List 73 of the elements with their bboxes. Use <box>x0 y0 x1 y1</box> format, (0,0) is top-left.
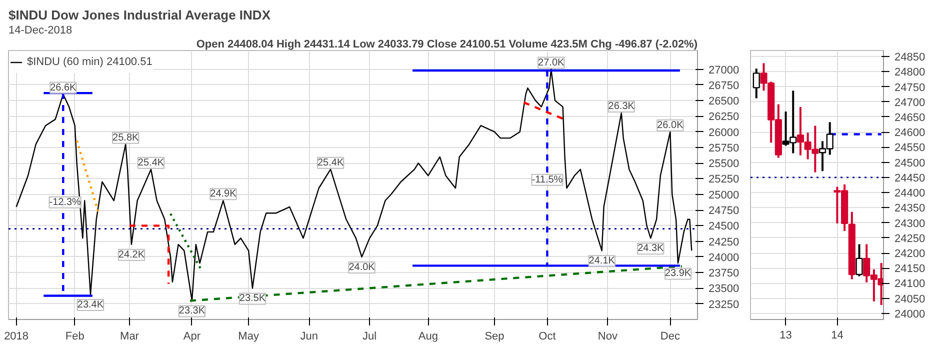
y-tick-label: 24150 <box>894 263 926 276</box>
x-tick-label: 13 <box>780 330 792 342</box>
annotation: 27.0K <box>538 57 565 68</box>
chart-subtitle: 14-Dec-2018 <box>8 24 72 36</box>
y-tick-label: 24050 <box>894 293 926 306</box>
y-tick-label: 24100 <box>894 278 926 290</box>
annotation: 24.9K <box>210 188 237 200</box>
y-tick-label: 26000 <box>708 126 740 139</box>
line-series <box>16 68 692 302</box>
y-tick-label: 25250 <box>708 174 740 186</box>
annotation: 25.8K <box>112 132 140 144</box>
annotation: 25.4K <box>317 157 344 168</box>
x-tick-label: 2018 <box>4 330 29 342</box>
y-tick-label: 27000 <box>708 64 740 76</box>
x-tick-label: Jun <box>300 330 318 342</box>
y-tick-label: 25500 <box>708 158 740 170</box>
y-tick-label: 24400 <box>894 188 926 200</box>
candlestick <box>856 243 863 278</box>
x-tick-label: Nov <box>598 330 618 342</box>
y-tick-label: 24550 <box>894 142 926 154</box>
x-tick-label: Dec <box>660 330 680 342</box>
y-tick-label: 23750 <box>708 268 740 280</box>
annotation: 23.4K <box>77 299 104 310</box>
x-tick-label: Aug <box>418 330 438 342</box>
annotation: 26.0K <box>657 120 684 131</box>
text: Open 24408.04 High 24431.14 Low 24033.79 Close 24100.51 Volume 423.5M Chg -496.87 (-2.02%) <box>196 38 698 50</box>
y-tick-label: 26250 <box>708 111 740 124</box>
y-tick-label: 24650 <box>894 112 926 124</box>
chart-title: $INDU Dow Jones Industrial Average INDX <box>8 8 271 22</box>
y-tick-label: 23250 <box>708 298 740 311</box>
annotation: 24.0K <box>348 262 376 273</box>
annotation: 26.3K <box>608 101 635 112</box>
y-tick-label: 24000 <box>708 252 740 264</box>
x-tick-label: Oct <box>538 330 556 342</box>
annotation: 24.1K <box>588 256 616 267</box>
annotation: -11.5% <box>532 174 563 186</box>
y-tick-label: 25750 <box>708 142 740 154</box>
y-tick-label: 24000 <box>894 308 926 320</box>
x-tick-label: Feb <box>65 330 84 342</box>
y-tick-label: 24500 <box>894 157 926 170</box>
x-tick-label: Apr <box>183 330 201 342</box>
annotation: -12.3% <box>49 196 82 208</box>
y-tick-label: 24700 <box>894 96 926 109</box>
y-tick-label: 23500 <box>708 283 740 296</box>
y-tick-label: 24800 <box>894 66 926 79</box>
y-tick-label: 24750 <box>894 82 926 94</box>
annotation: 24.3K <box>638 243 664 254</box>
legend-label: $INDU (60 min) 24100.51 <box>27 56 152 68</box>
annotation: 23.5K <box>239 293 266 304</box>
annotation: 26.6K <box>50 82 77 94</box>
y-tick-label: 24600 <box>894 127 926 140</box>
y-tick-label: 24250 <box>708 236 740 248</box>
y-tick-label: 24350 <box>894 202 926 215</box>
x-tick-label: Mar <box>120 330 140 342</box>
y-tick-label: 26750 <box>708 80 740 92</box>
x-tick-label: Sep <box>484 330 504 342</box>
annotation: 25.4K <box>138 157 164 168</box>
annotation: 24.2K <box>118 249 145 260</box>
y-tick-label: 24850 <box>894 52 926 64</box>
annotation: 23.3K <box>178 306 206 317</box>
y-tick-label: 24200 <box>894 248 926 260</box>
x-tick-label: Jul <box>362 330 377 342</box>
y-tick-label: 24300 <box>894 218 926 230</box>
x-tick-label: May <box>238 330 260 342</box>
candlestick <box>752 68 760 100</box>
y-tick-label: 24250 <box>894 232 926 245</box>
x-tick-label: 14 <box>831 330 844 342</box>
annotation: 23.9K <box>664 268 692 280</box>
y-tick-label: 25000 <box>708 189 740 202</box>
y-tick-label: 26500 <box>708 96 740 108</box>
y-tick-label: 24750 <box>708 205 740 218</box>
y-tick-label: 24500 <box>708 220 740 233</box>
y-tick-label: 24450 <box>894 172 926 184</box>
